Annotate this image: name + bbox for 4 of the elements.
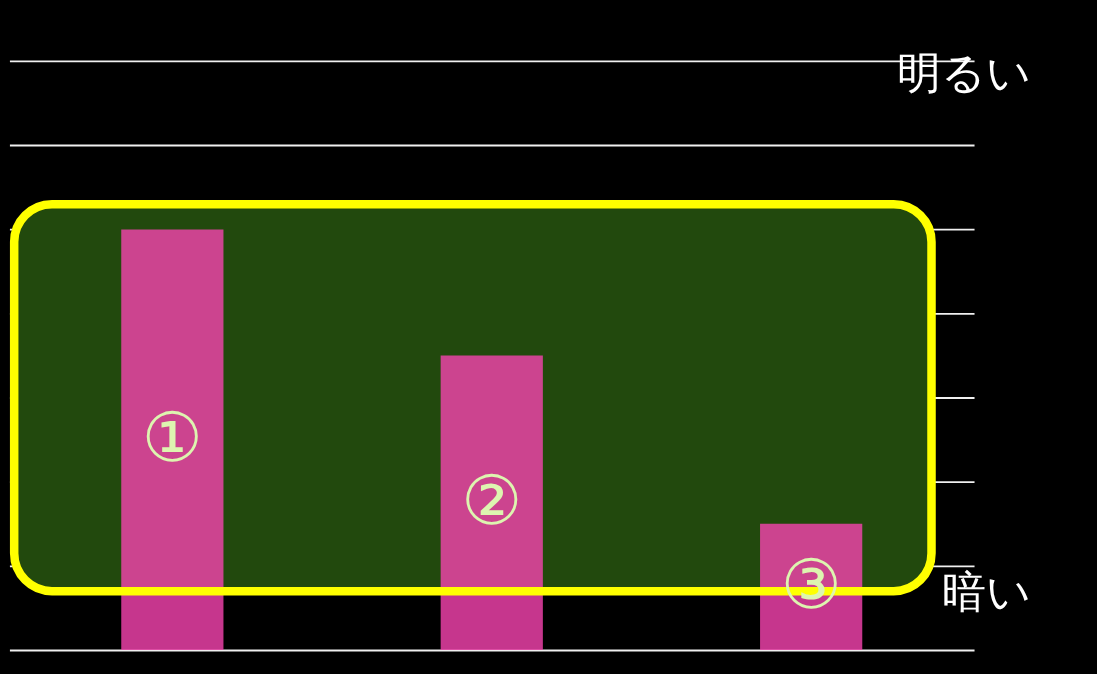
x-tick-label: ② xyxy=(461,460,523,540)
text: 明るい xyxy=(896,48,1031,99)
x-tick-label: ① xyxy=(141,397,203,477)
annotation: 暗い xyxy=(941,566,1031,617)
